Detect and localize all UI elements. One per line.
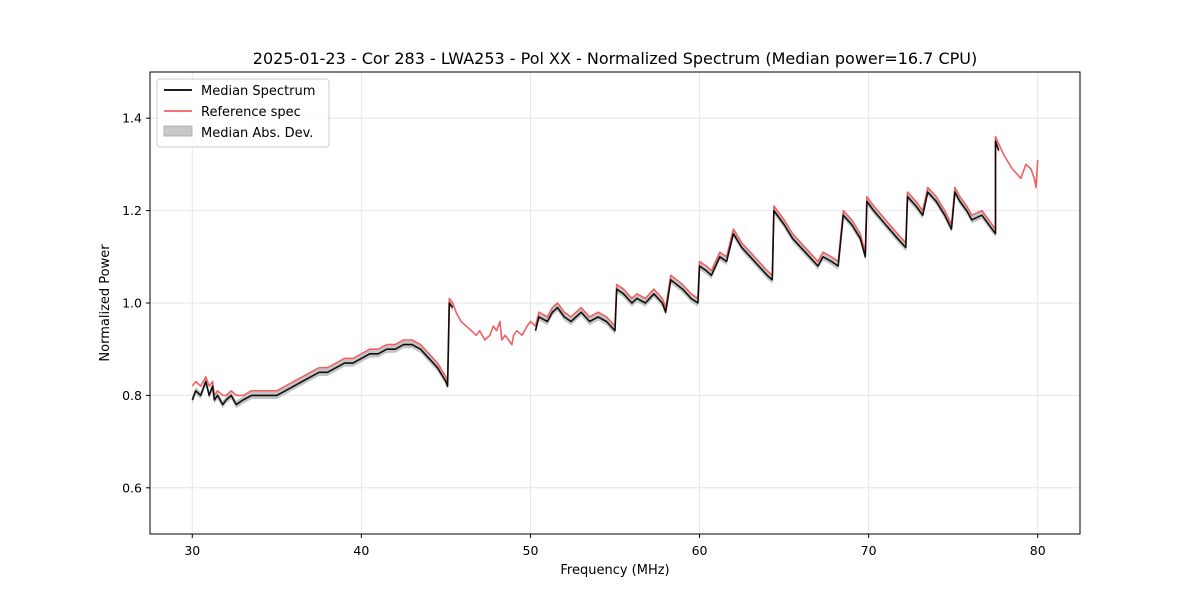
- legend: Median Spectrum Reference spec Median Ab…: [156, 78, 330, 148]
- x-tick-label: 80: [1030, 543, 1046, 558]
- legend-swatch-mad: [163, 125, 193, 137]
- reference-spec-line: [191, 135, 1039, 397]
- y-axis-label: Normalized Power: [98, 244, 113, 362]
- grid-lines: [150, 72, 1080, 534]
- x-tick-label: 50: [523, 543, 539, 558]
- reference-spec-layer: [191, 135, 1039, 397]
- legend-label-mad: Median Abs. Dev.: [201, 126, 313, 141]
- legend-box: [156, 78, 330, 148]
- x-tick-label: 60: [692, 543, 708, 558]
- x-tick-label: 30: [184, 543, 200, 558]
- legend-label-reference: Reference spec: [201, 105, 301, 120]
- chart-title: 2025-01-23 - Cor 283 - LWA253 - Pol XX -…: [253, 49, 977, 68]
- x-axis-ticks: 30 40 50 60 70 80: [184, 534, 1046, 558]
- y-tick-label: 1.4: [122, 111, 142, 126]
- y-tick-label: 0.8: [122, 388, 142, 403]
- x-tick-label: 70: [861, 543, 877, 558]
- y-tick-label: 1.2: [122, 203, 142, 218]
- legend-label-median: Median Spectrum: [201, 84, 315, 99]
- y-tick-label: 0.6: [122, 480, 142, 495]
- y-axis-ticks: 0.6 0.8 1.0 1.2 1.4: [122, 111, 150, 495]
- y-tick-label: 1.0: [122, 296, 142, 311]
- median-spectrum-line-1: [534, 140, 1000, 332]
- x-axis-label: Frequency (MHz): [560, 563, 669, 578]
- median-spectrum-line-0: [191, 302, 454, 406]
- median-spectrum-layer: [191, 140, 1000, 406]
- x-tick-label: 40: [353, 543, 369, 558]
